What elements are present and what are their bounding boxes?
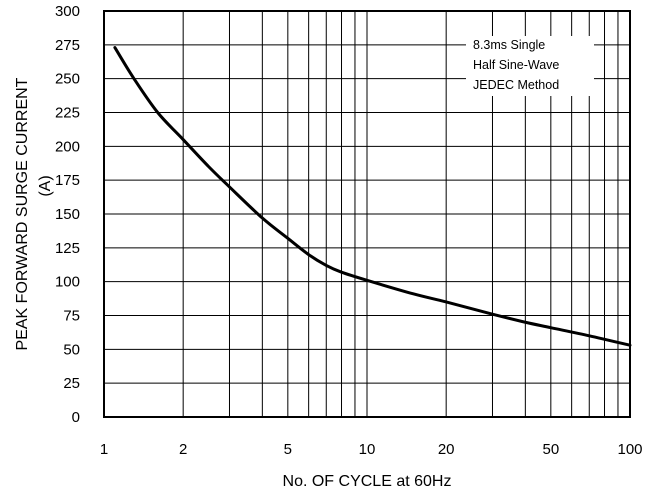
annotation-box bbox=[466, 36, 594, 96]
y-tick-label: 0 bbox=[72, 409, 80, 426]
y-tick-label: 100 bbox=[55, 274, 80, 291]
y-tick-label: 275 bbox=[55, 37, 80, 54]
x-axis-label: No. OF CYCLE at 60Hz bbox=[283, 473, 452, 490]
y-tick-label: 125 bbox=[55, 240, 80, 257]
series-layer bbox=[113, 46, 632, 347]
y-tick-label: 225 bbox=[55, 105, 80, 122]
annotation-line-3: JEDEC Method bbox=[473, 78, 559, 92]
annotation-line-1: 8.3ms Single bbox=[473, 38, 545, 52]
x-tick-label: 10 bbox=[359, 441, 376, 458]
y-axis-unit: (A) bbox=[37, 175, 54, 196]
x-tick-label: 5 bbox=[284, 441, 292, 458]
x-tick-label: 2 bbox=[179, 441, 187, 458]
y-axis-label: PEAK FORWARD SURGE CURRENT bbox=[14, 77, 31, 350]
x-tick-label: 100 bbox=[617, 441, 642, 458]
y-tick-label: 150 bbox=[55, 206, 80, 223]
y-tick-label: 50 bbox=[63, 341, 80, 358]
y-tick-label: 175 bbox=[55, 172, 80, 189]
y-tick-label: 250 bbox=[55, 71, 80, 88]
y-tick-label: 200 bbox=[55, 138, 80, 155]
x-tick-label: 1 bbox=[100, 441, 108, 458]
y-tick-label: 75 bbox=[63, 308, 80, 325]
x-tick-label: 20 bbox=[438, 441, 455, 458]
annotation-line-2: Half Sine-Wave bbox=[473, 58, 559, 72]
plot-frame bbox=[103, 10, 631, 418]
y-tick-label: 25 bbox=[63, 375, 80, 392]
y-tick-label: 300 bbox=[55, 3, 80, 20]
series-line-1 bbox=[113, 46, 632, 347]
x-tick-label: 50 bbox=[542, 441, 559, 458]
